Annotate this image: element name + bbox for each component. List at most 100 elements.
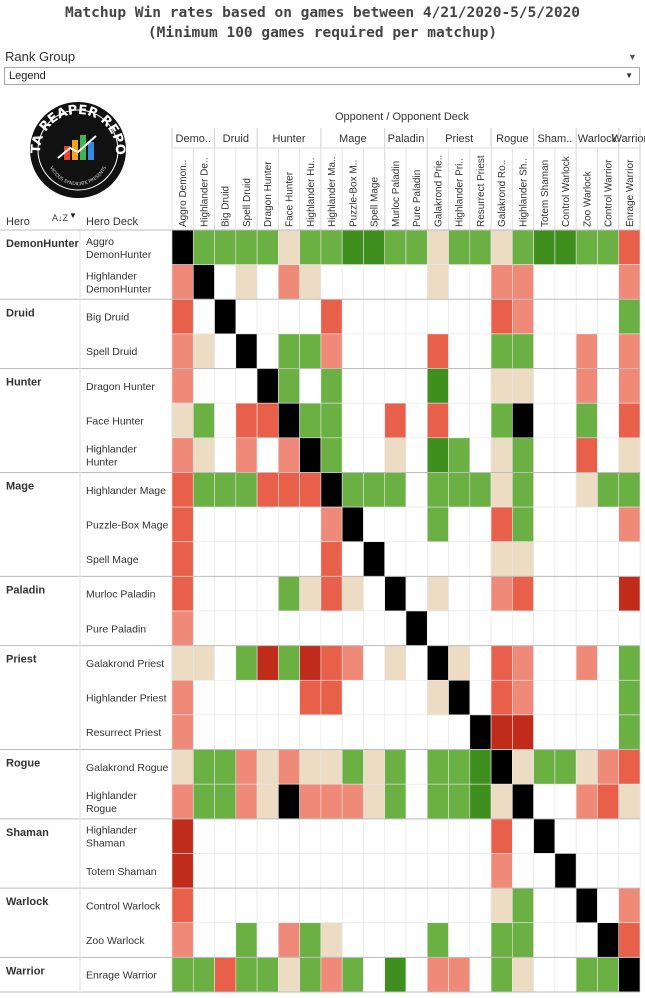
- heatmap-cell: [278, 541, 300, 577]
- heatmap-cell: [512, 853, 534, 889]
- heatmap-cell: [384, 576, 407, 612]
- heatmap-cell: [618, 610, 641, 646]
- heatmap-cell: [597, 645, 620, 681]
- column-group-label: Druid: [223, 133, 249, 145]
- heatmap-cell: [490, 887, 513, 924]
- heatmap-cell: [554, 887, 577, 924]
- column-group-label: Rogue: [496, 133, 528, 145]
- heatmap-cell: [256, 887, 279, 924]
- heatmap-cell: [575, 645, 598, 681]
- heatmap-cell: [278, 887, 300, 924]
- heatmap-cell: [490, 576, 513, 612]
- column-label: Spell Druid: [242, 178, 253, 227]
- heatmap-cell: [299, 645, 322, 681]
- heatmap-cell: [618, 264, 641, 300]
- heatmap-cell: [256, 541, 279, 577]
- heatmap-cell: [320, 264, 343, 300]
- column-group-label: Demo..: [176, 133, 211, 145]
- heatmap-cell: [533, 506, 556, 543]
- row-label: Zoo Warlock: [86, 935, 145, 947]
- row-label: Resurrect Priest: [86, 727, 161, 739]
- heatmap-cell: [171, 576, 194, 612]
- heatmap-cell: [490, 506, 513, 543]
- heatmap-cell: [426, 298, 449, 335]
- heatmap-cell: [235, 610, 258, 646]
- heatmap-cell: [533, 749, 556, 785]
- heatmap-cell: [575, 714, 598, 750]
- heatmap-cell: [448, 402, 471, 439]
- heatmap-cell: [405, 853, 428, 889]
- heatmap-cell: [299, 887, 322, 924]
- heatmap-cell: [618, 368, 641, 404]
- heatmap-cell: [192, 437, 215, 473]
- heatmap-cell: [171, 922, 194, 958]
- heatmap-cell: [533, 472, 556, 508]
- heatmap-cell: [214, 264, 237, 300]
- heatmap-cell: [341, 541, 364, 577]
- rank-group-value: Legend: [9, 70, 46, 82]
- heatmap-cell: [405, 887, 428, 924]
- heatmap-cell: [341, 853, 364, 889]
- sort-caret-icon[interactable]: ▼: [69, 211, 77, 220]
- heatmap-cell: [426, 229, 449, 265]
- heatmap-cell: [469, 818, 492, 854]
- heatmap-cell: [512, 333, 534, 369]
- heatmap-cell: [554, 333, 577, 369]
- heatmap-cell: [426, 506, 449, 543]
- row-label: Highlander: [86, 444, 137, 456]
- row-label: Rogue: [86, 803, 117, 815]
- column-group-label: Mage: [339, 133, 367, 145]
- heatmap-cell: [384, 229, 407, 265]
- row-label: DemonHunter: [86, 249, 152, 261]
- heatmap-cell: [171, 610, 194, 646]
- heatmap-cell: [512, 679, 534, 716]
- heatmap-cell: [192, 714, 215, 750]
- heatmap-cell: [192, 645, 215, 681]
- heatmap-cell: [426, 264, 449, 300]
- heatmap-cell: [192, 576, 215, 612]
- heatmap-cell: [426, 576, 449, 612]
- heatmap-cell: [171, 368, 194, 404]
- heatmap-cell: [554, 645, 577, 681]
- heatmap-cell: [235, 957, 258, 993]
- heatmap-cell: [256, 645, 279, 681]
- heatmap-cell: [554, 541, 577, 577]
- heatmap-cell: [278, 783, 300, 820]
- heatmap-cell: [405, 402, 428, 439]
- heatmap-cell: [341, 264, 364, 300]
- heatmap-cell: [512, 610, 534, 646]
- heatmap-cell: [490, 264, 513, 300]
- heatmap-cell: [448, 818, 471, 854]
- heatmap-cell: [533, 576, 556, 612]
- heatmap-cell: [469, 610, 492, 646]
- heatmap-cell: [533, 818, 556, 854]
- row-label: Totem Shaman: [86, 866, 157, 878]
- heatmap-cell: [214, 402, 237, 439]
- heatmap-cell: [363, 437, 386, 473]
- rank-group-select[interactable]: Legend ▼: [4, 67, 640, 85]
- column-label: Big Druid: [221, 186, 232, 227]
- heatmap-cell: [512, 298, 534, 335]
- heatmap-cell: [171, 887, 194, 924]
- heatmap-cell: [490, 229, 513, 265]
- heatmap-cell: [171, 679, 194, 716]
- row-label: Enrage Warrior: [86, 970, 157, 982]
- row-group-label: DemonHunter: [6, 238, 79, 250]
- heatmap-cell: [278, 645, 300, 681]
- heatmap-cell: [214, 957, 237, 993]
- sort-az-icon[interactable]: A↓Z: [52, 213, 69, 223]
- heatmap-cell: [278, 610, 300, 646]
- row-group-label: Druid: [6, 307, 35, 319]
- heatmap-cell: [278, 714, 300, 750]
- heatmap-cell: [299, 818, 322, 854]
- heatmap-cell: [214, 645, 237, 681]
- heatmap-cell: [363, 368, 386, 404]
- rank-group-menu-icon[interactable]: ▼: [628, 52, 637, 62]
- rank-group-label: Rank Group: [5, 49, 76, 64]
- column-label: Spell Mage: [370, 177, 381, 227]
- column-label: Control Warrior: [604, 159, 615, 227]
- heatmap-cell: [490, 541, 513, 577]
- heatmap-cell: [554, 472, 577, 508]
- heatmap-cell: [426, 368, 449, 404]
- heatmap-cell: [448, 437, 471, 473]
